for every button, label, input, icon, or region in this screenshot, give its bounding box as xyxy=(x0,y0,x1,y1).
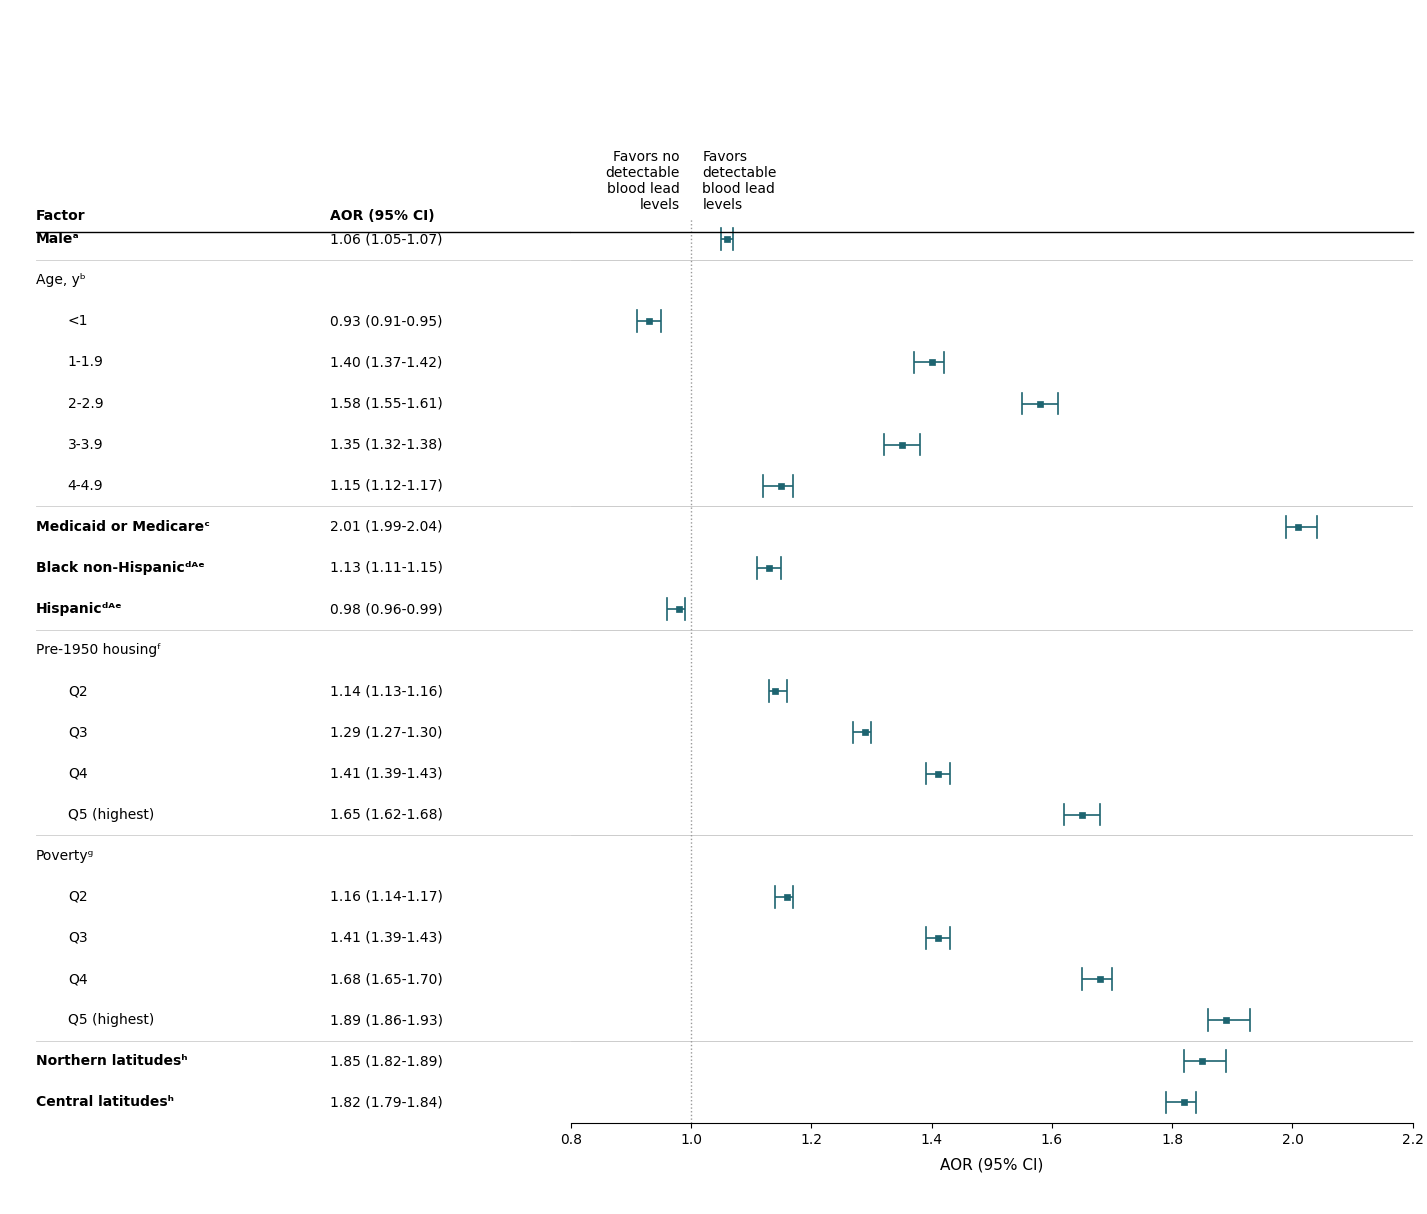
Text: 1.82 (1.79-1.84): 1.82 (1.79-1.84) xyxy=(330,1095,442,1110)
Text: 1.16 (1.14-1.17): 1.16 (1.14-1.17) xyxy=(330,890,442,904)
Text: 2-2.9: 2-2.9 xyxy=(68,397,103,410)
Text: Age, yᵇ: Age, yᵇ xyxy=(36,273,86,288)
Text: Povertyᵍ: Povertyᵍ xyxy=(36,849,94,863)
Text: 1.41 (1.39-1.43): 1.41 (1.39-1.43) xyxy=(330,766,442,781)
Text: 3-3.9: 3-3.9 xyxy=(68,437,103,452)
Text: Q2: Q2 xyxy=(68,890,87,904)
Text: Q5 (highest): Q5 (highest) xyxy=(68,1014,154,1027)
Text: 1.58 (1.55-1.61): 1.58 (1.55-1.61) xyxy=(330,397,442,410)
Text: 1.15 (1.12-1.17): 1.15 (1.12-1.17) xyxy=(330,478,442,493)
Text: Q3: Q3 xyxy=(68,726,87,739)
Text: 1.68 (1.65-1.70): 1.68 (1.65-1.70) xyxy=(330,972,442,986)
Text: Q3: Q3 xyxy=(68,931,87,944)
Text: Q4: Q4 xyxy=(68,766,87,781)
Text: 1.89 (1.86-1.93): 1.89 (1.86-1.93) xyxy=(330,1014,442,1027)
X-axis label: AOR (95% CI): AOR (95% CI) xyxy=(940,1158,1043,1173)
Text: Hispanicᵈᴬᵉ: Hispanicᵈᴬᵉ xyxy=(36,602,123,615)
Text: 1.35 (1.32-1.38): 1.35 (1.32-1.38) xyxy=(330,437,442,452)
Text: 1-1.9: 1-1.9 xyxy=(68,356,104,369)
Text: Pre-1950 housingᶠ: Pre-1950 housingᶠ xyxy=(36,643,161,657)
Text: Q4: Q4 xyxy=(68,972,87,986)
Text: 1.14 (1.13-1.16): 1.14 (1.13-1.16) xyxy=(330,685,442,698)
Text: 1.65 (1.62-1.68): 1.65 (1.62-1.68) xyxy=(330,807,442,822)
Text: 2.01 (1.99-2.04): 2.01 (1.99-2.04) xyxy=(330,520,442,534)
Text: 1.40 (1.37-1.42): 1.40 (1.37-1.42) xyxy=(330,356,442,369)
Text: Factor: Factor xyxy=(36,209,86,223)
Text: 1.85 (1.82-1.89): 1.85 (1.82-1.89) xyxy=(330,1054,442,1068)
Text: Favors no
detectable
blood lead
levels: Favors no detectable blood lead levels xyxy=(605,149,679,212)
Text: 0.93 (0.91-0.95): 0.93 (0.91-0.95) xyxy=(330,314,442,328)
Text: 1.29 (1.27-1.30): 1.29 (1.27-1.30) xyxy=(330,726,442,739)
Text: Medicaid or Medicareᶜ: Medicaid or Medicareᶜ xyxy=(36,520,210,534)
Text: Q5 (highest): Q5 (highest) xyxy=(68,807,154,822)
Text: 0.98 (0.96-0.99): 0.98 (0.96-0.99) xyxy=(330,602,442,615)
Text: Q2: Q2 xyxy=(68,685,87,698)
Text: <1: <1 xyxy=(68,314,88,328)
Text: 1.06 (1.05-1.07): 1.06 (1.05-1.07) xyxy=(330,232,442,246)
Text: Black non-Hispanicᵈᴬᵉ: Black non-Hispanicᵈᴬᵉ xyxy=(36,561,204,575)
Text: 4-4.9: 4-4.9 xyxy=(68,478,103,493)
Text: AOR (95% CI): AOR (95% CI) xyxy=(330,209,435,223)
Text: 1.13 (1.11-1.15): 1.13 (1.11-1.15) xyxy=(330,561,442,575)
Text: Northern latitudesʰ: Northern latitudesʰ xyxy=(36,1054,187,1068)
Text: Central latitudesʰ: Central latitudesʰ xyxy=(36,1095,174,1110)
Text: 1.41 (1.39-1.43): 1.41 (1.39-1.43) xyxy=(330,931,442,944)
Text: Favors
detectable
blood lead
levels: Favors detectable blood lead levels xyxy=(702,149,776,212)
Text: Maleᵃ: Maleᵃ xyxy=(36,232,80,246)
